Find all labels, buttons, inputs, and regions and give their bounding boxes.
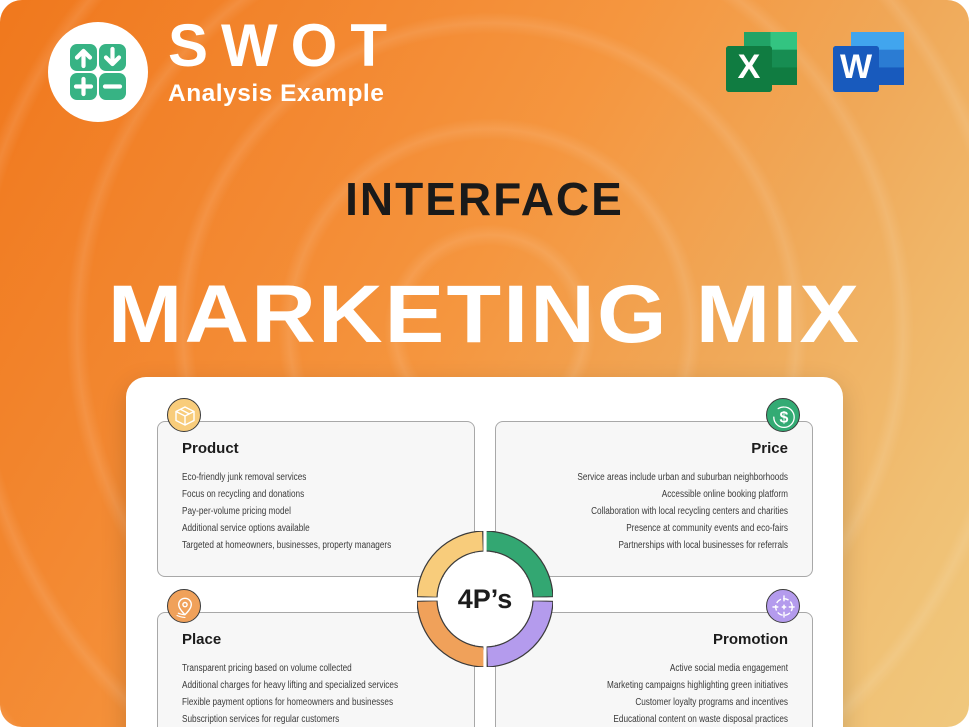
svg-text:W: W <box>840 48 873 86</box>
svg-text:$: $ <box>780 410 789 427</box>
svg-text:X: X <box>738 48 761 86</box>
